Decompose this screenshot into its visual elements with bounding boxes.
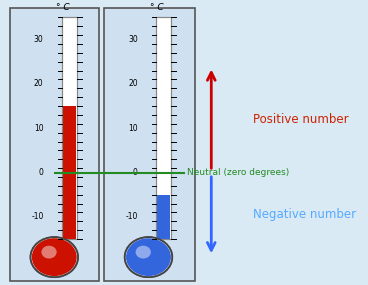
Bar (156, 17, 171, 239)
Text: Positive number: Positive number (252, 113, 348, 126)
Bar (62, 17, 77, 239)
Circle shape (32, 238, 77, 276)
Text: 0: 0 (133, 168, 138, 177)
Text: -10: -10 (31, 212, 43, 221)
Text: Neutral (zero degrees): Neutral (zero degrees) (187, 168, 290, 177)
Text: 30: 30 (34, 35, 43, 44)
Circle shape (126, 238, 171, 276)
Text: ° C: ° C (150, 3, 163, 12)
Bar (10, 8, 99, 281)
Text: 30: 30 (128, 35, 138, 44)
Bar (104, 8, 195, 281)
Circle shape (125, 237, 172, 277)
Bar (62, 17, 77, 239)
Text: ° C: ° C (56, 3, 69, 12)
Bar (157, 195, 170, 239)
Text: 20: 20 (34, 80, 43, 88)
Text: 10: 10 (34, 124, 43, 133)
Text: 10: 10 (128, 124, 138, 133)
Text: Negative number: Negative number (252, 208, 356, 221)
Text: -10: -10 (125, 212, 138, 221)
Circle shape (136, 246, 151, 258)
Circle shape (42, 246, 57, 258)
Text: 0: 0 (39, 168, 43, 177)
Bar (63, 106, 75, 239)
Circle shape (31, 237, 78, 277)
Bar (156, 17, 171, 239)
Text: 20: 20 (128, 80, 138, 88)
